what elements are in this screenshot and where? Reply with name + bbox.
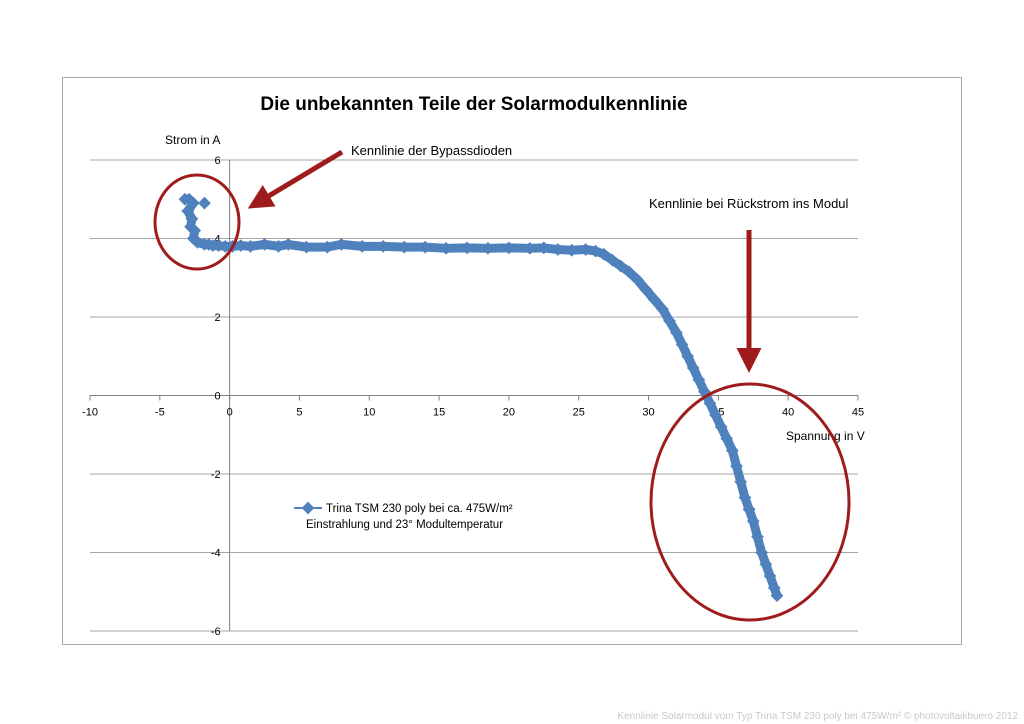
x-tick-label: 30 — [642, 407, 654, 419]
data-series — [178, 192, 784, 603]
y-tick-label: -2 — [211, 469, 221, 481]
data-point — [219, 239, 232, 253]
legend-label-line-2: Einstrahlung und 23° Modultemperatur — [306, 519, 503, 531]
y-tick-labels: -6 -4 -2 0 2 4 6 — [211, 155, 221, 638]
data-point — [188, 224, 202, 238]
chart-title: Die unbekannten Teile der Solarmodulkenn… — [260, 94, 687, 115]
data-point — [258, 238, 271, 251]
y-tick-label: -6 — [211, 626, 221, 638]
data-point — [234, 239, 248, 252]
legend-label: Trina TSM 230 poly bei ca. 475W/m² Einst… — [306, 503, 516, 531]
y-axis-label: Strom in A — [165, 133, 220, 147]
data-point — [376, 239, 390, 253]
x-tick-label: 10 — [363, 407, 375, 419]
footer-caption: Kennlinie Solarmodul vom Typ Trina TSM 2… — [617, 711, 1018, 722]
reverse-current-circle — [649, 382, 851, 622]
y-tick-label: 6 — [215, 155, 221, 167]
x-tick-label: 0 — [227, 407, 233, 419]
data-point — [244, 239, 257, 253]
data-point — [300, 240, 313, 254]
data-point — [272, 239, 285, 253]
data-point — [198, 196, 211, 210]
series-band — [180, 194, 782, 601]
x-tick-label: 25 — [573, 407, 585, 419]
data-point — [281, 238, 295, 251]
data-point — [334, 238, 348, 251]
data-point — [502, 241, 516, 255]
x-tick-label: -10 — [82, 407, 98, 419]
y-tick-label: -4 — [211, 548, 221, 560]
data-point — [397, 240, 411, 254]
data-point — [481, 241, 495, 255]
x-tick-label: 5 — [296, 407, 302, 419]
x-tick-label: 15 — [433, 407, 445, 419]
data-point — [186, 196, 200, 210]
legend-marker — [301, 501, 315, 515]
x-tick-label: 45 — [852, 407, 864, 419]
annotation-bypass: Kennlinie der Bypassdioden — [351, 143, 512, 158]
grid — [90, 159, 858, 632]
y-tick-label: 0 — [215, 391, 221, 403]
legend: Trina TSM 230 poly bei ca. 475W/m² Einst… — [294, 501, 516, 531]
bypass-circle — [153, 173, 241, 271]
x-tick-labels: -10-5051015202530354045 — [82, 407, 864, 419]
axes — [89, 160, 859, 631]
data-point — [460, 241, 474, 255]
annotation-reverse-current: Kennlinie bei Rückstrom ins Modul — [649, 196, 849, 211]
chart-frame — [62, 77, 962, 645]
x-tick-label: -5 — [155, 407, 165, 419]
x-tick-label: 20 — [503, 407, 515, 419]
x-tick-label: 40 — [782, 407, 794, 419]
data-point — [439, 241, 453, 255]
y-tick-label: 4 — [215, 234, 221, 246]
data-point — [321, 240, 334, 254]
y-tick-label: 2 — [215, 312, 221, 324]
bypass-arrow — [247, 149, 344, 209]
x-axis-label: Spannung in V — [786, 429, 865, 443]
data-point — [185, 212, 199, 226]
data-point — [418, 240, 432, 254]
data-point — [355, 239, 369, 253]
legend-label-line-1: Trina TSM 230 poly bei ca. 475W/m² — [326, 503, 513, 515]
